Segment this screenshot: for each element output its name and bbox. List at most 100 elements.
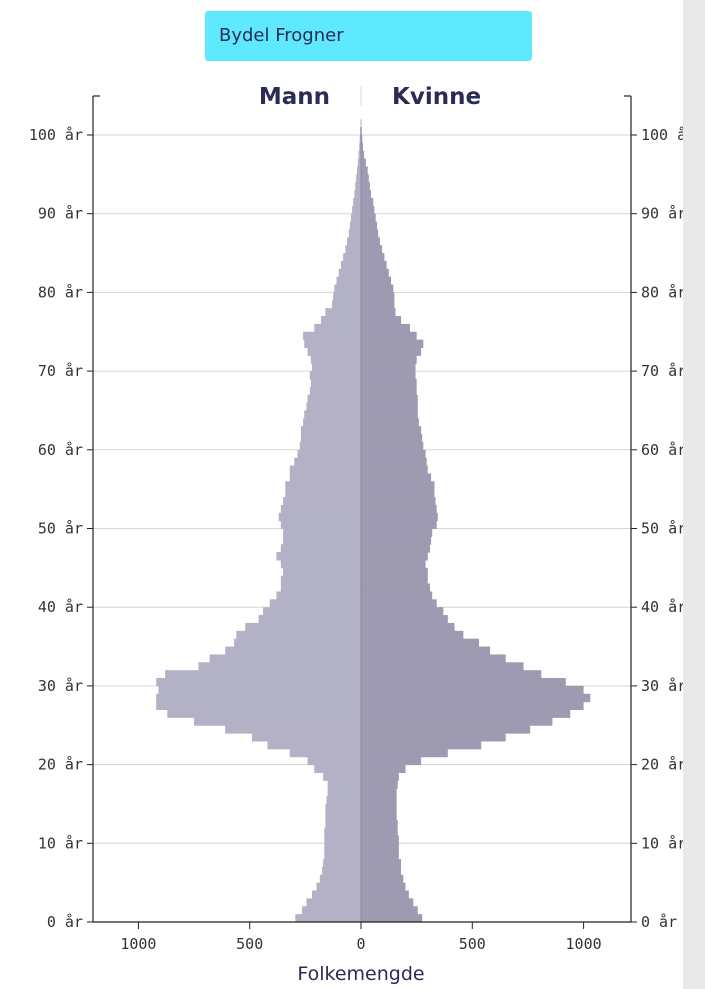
male-bar <box>333 292 361 301</box>
male-bar <box>310 378 361 388</box>
male-bar <box>307 347 361 356</box>
female-bar <box>361 378 417 388</box>
x-tick-label: 1000 <box>120 935 156 953</box>
female-bar <box>361 221 378 230</box>
female-bar <box>361 402 418 411</box>
female-bar <box>361 607 444 616</box>
x-tick-label: 1000 <box>566 935 602 953</box>
female-header: Kvinne <box>392 84 481 110</box>
male-bar <box>156 678 361 687</box>
male-bar <box>324 851 361 860</box>
male-bar <box>158 685 361 695</box>
male-bar <box>276 591 361 600</box>
male-bar <box>285 489 361 498</box>
y-tick-label-right: 30 år <box>641 677 686 695</box>
male-bar <box>354 190 361 199</box>
male-bar <box>359 135 361 144</box>
male-bar <box>236 630 361 640</box>
female-bar <box>361 835 399 844</box>
y-tick-label-left: 100 år <box>29 126 83 144</box>
male-bar <box>312 890 361 899</box>
female-bar <box>361 197 374 207</box>
male-bar <box>359 142 361 152</box>
female-bar <box>361 670 542 679</box>
female-bar <box>361 591 433 600</box>
male-bar <box>278 512 361 522</box>
female-bar <box>361 528 433 537</box>
male-bar <box>194 717 361 726</box>
female-bar <box>361 512 438 522</box>
female-bar <box>361 323 410 333</box>
female-bar <box>361 780 398 789</box>
male-bar <box>289 465 361 474</box>
female-bar <box>361 615 448 624</box>
male-bar <box>285 481 361 490</box>
female-bar <box>361 300 395 309</box>
male-bar <box>295 914 361 923</box>
female-bar <box>361 709 571 718</box>
female-bar <box>361 859 402 868</box>
male-bar <box>324 827 361 836</box>
female-bars <box>361 119 591 923</box>
y-tick-label-right: 10 år <box>641 834 686 852</box>
scrollbar-track[interactable] <box>683 0 705 989</box>
y-tick-label-left: 50 år <box>38 520 83 538</box>
female-bar <box>361 166 368 175</box>
male-bar <box>283 528 361 537</box>
female-bar <box>361 756 422 766</box>
female-bar <box>361 457 427 467</box>
male-bar <box>345 245 361 254</box>
male-bar <box>353 197 361 207</box>
male-bar <box>267 740 361 750</box>
female-bar <box>361 284 394 293</box>
y-tick-label-right: 70 år <box>641 362 686 380</box>
male-bar <box>156 701 361 711</box>
male-bar <box>304 339 361 348</box>
male-bar <box>263 607 361 616</box>
male-bar <box>310 355 361 364</box>
axes: 0 år 0 år 10 år 10 år 20 år 20 år 30 år 30 år 40… <box>29 95 695 953</box>
male-bar <box>323 859 361 868</box>
male-bar <box>283 497 361 506</box>
y-tick-label-right: 20 år <box>641 756 686 774</box>
male-bar <box>225 646 361 655</box>
female-bar <box>361 575 428 585</box>
district-select-button[interactable]: Bydel Frogner <box>205 11 532 61</box>
male-bar <box>280 559 361 569</box>
female-bar <box>361 449 426 459</box>
female-bar <box>361 599 437 608</box>
female-bar <box>361 811 397 821</box>
female-bar <box>361 371 416 380</box>
female-bar <box>361 622 455 632</box>
y-tick-label-left: 80 år <box>38 283 83 301</box>
female-bar <box>361 260 387 270</box>
x-tick-label: 0 <box>356 935 365 953</box>
male-bar <box>280 575 361 585</box>
female-bar <box>361 638 479 648</box>
x-axis-title: Folkemengde <box>297 963 424 985</box>
male-header: Mann <box>259 84 330 110</box>
female-bar <box>361 174 369 183</box>
female-bar <box>361 205 375 215</box>
female-bar <box>361 583 431 592</box>
female-bar <box>361 874 404 884</box>
female-bar <box>361 630 464 640</box>
male-bar <box>332 300 361 309</box>
male-bar <box>302 906 361 915</box>
male-bar <box>326 796 361 805</box>
x-tick-label: 500 <box>459 935 486 953</box>
male-bar <box>307 394 361 404</box>
male-bar <box>309 371 361 380</box>
male-bar <box>325 803 361 813</box>
female-bar <box>361 135 363 144</box>
male-bar <box>303 418 361 427</box>
female-bar <box>361 245 383 254</box>
y-tick-label-left: 70 år <box>38 362 83 380</box>
male-bar <box>245 622 361 632</box>
male-bar <box>325 811 361 821</box>
male-bar <box>283 536 361 545</box>
x-tick-label: 500 <box>236 935 263 953</box>
female-bar <box>361 418 419 427</box>
female-bar <box>361 394 418 404</box>
male-bar <box>350 213 361 223</box>
